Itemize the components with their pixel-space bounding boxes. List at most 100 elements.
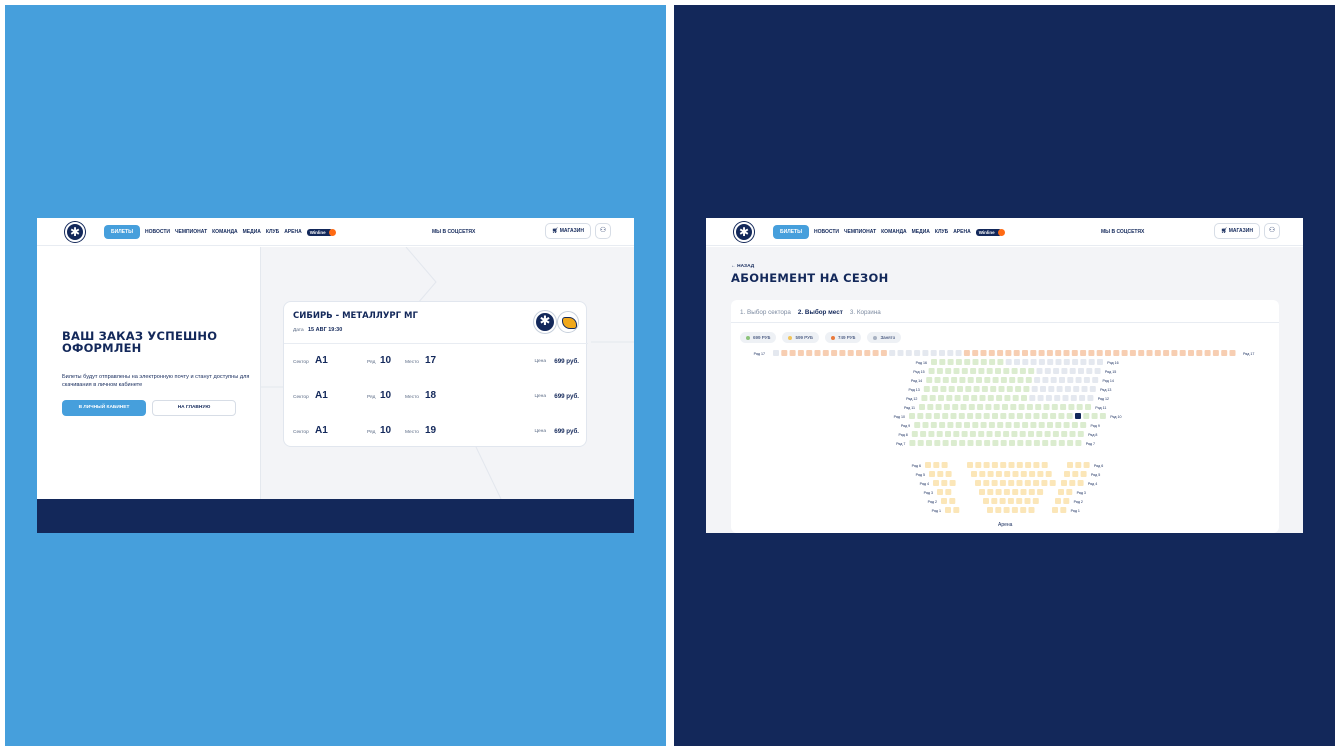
seat[interactable] (1080, 422, 1087, 428)
seat[interactable] (1072, 471, 1079, 477)
seat[interactable] (1004, 471, 1011, 477)
seat[interactable] (930, 422, 937, 428)
seat[interactable] (1077, 480, 1084, 486)
seat[interactable] (1011, 368, 1018, 374)
seat[interactable] (972, 350, 979, 356)
seat[interactable] (806, 350, 813, 356)
seat[interactable] (1021, 395, 1027, 401)
seat[interactable] (947, 422, 954, 428)
seat[interactable] (1000, 462, 1007, 468)
seat[interactable] (1066, 489, 1073, 495)
seat[interactable] (1008, 462, 1015, 468)
seat[interactable] (1196, 350, 1203, 356)
seat[interactable] (995, 368, 1001, 374)
seat[interactable] (839, 350, 846, 356)
seat[interactable] (1032, 498, 1039, 504)
seat[interactable] (1061, 431, 1068, 437)
nav-news[interactable]: НОВОСТИ (813, 229, 839, 235)
seat[interactable] (997, 422, 1004, 428)
seat[interactable] (1016, 462, 1023, 468)
seat[interactable] (1067, 462, 1073, 468)
seat[interactable] (1055, 422, 1062, 428)
seat[interactable] (917, 440, 924, 446)
seat[interactable] (1060, 404, 1067, 410)
seat[interactable] (997, 350, 1004, 356)
nav-club[interactable]: КЛУБ (265, 229, 280, 235)
seat[interactable] (1004, 395, 1011, 401)
seat[interactable] (983, 498, 989, 504)
seat[interactable] (1047, 422, 1053, 428)
seat[interactable] (941, 498, 947, 504)
seat[interactable] (781, 350, 788, 356)
seat[interactable] (1030, 350, 1037, 356)
seat[interactable] (1053, 368, 1060, 374)
seat[interactable] (932, 386, 939, 392)
seat[interactable] (950, 440, 957, 446)
seat[interactable] (1016, 413, 1023, 419)
seat[interactable] (897, 350, 904, 356)
seat[interactable] (1022, 359, 1029, 365)
seat[interactable] (995, 489, 1002, 495)
seat[interactable] (1061, 368, 1068, 374)
seat[interactable] (1010, 404, 1017, 410)
seat[interactable] (969, 431, 976, 437)
seat[interactable] (981, 386, 988, 392)
seat[interactable] (920, 431, 927, 437)
seat[interactable] (977, 404, 984, 410)
seat[interactable] (933, 462, 940, 468)
seat[interactable] (1058, 413, 1065, 419)
seat[interactable] (1000, 440, 1007, 446)
shop-button[interactable]: 🛒︎ МАГАЗИН (1214, 223, 1260, 239)
seat[interactable] (1049, 480, 1056, 486)
social-link[interactable]: МЫ В СОЦСЕТЯХ (1101, 229, 1145, 235)
seat[interactable] (1085, 404, 1091, 410)
seat[interactable] (987, 489, 994, 495)
seat[interactable] (789, 350, 796, 356)
seat[interactable] (1022, 422, 1029, 428)
seat[interactable] (979, 395, 986, 401)
seat[interactable] (957, 386, 963, 392)
seat[interactable] (942, 440, 949, 446)
seat[interactable] (962, 395, 969, 401)
seat[interactable] (880, 350, 887, 356)
seat[interactable] (979, 489, 985, 495)
seat[interactable] (1025, 377, 1032, 383)
seat[interactable] (930, 350, 937, 356)
seat[interactable] (1080, 350, 1087, 356)
seat[interactable] (951, 377, 958, 383)
seat[interactable] (972, 359, 979, 365)
seat[interactable] (999, 480, 1006, 486)
seat[interactable] (948, 386, 955, 392)
seat[interactable] (945, 507, 951, 513)
seat[interactable] (1024, 480, 1031, 486)
seat[interactable] (1040, 386, 1046, 392)
seat[interactable] (1096, 350, 1103, 356)
seat[interactable] (945, 368, 952, 374)
seat[interactable] (847, 350, 854, 356)
seat[interactable] (988, 350, 995, 356)
nav-tickets-button[interactable]: БИЛЕТЫ (773, 225, 809, 239)
seat[interactable] (985, 404, 992, 410)
seat[interactable] (937, 471, 944, 477)
seat[interactable] (1020, 489, 1027, 495)
seat[interactable] (1075, 440, 1082, 446)
seat[interactable] (1058, 440, 1065, 446)
seat[interactable] (1041, 413, 1048, 419)
seat[interactable] (958, 413, 965, 419)
seat[interactable] (997, 359, 1004, 365)
seat[interactable] (939, 359, 946, 365)
seat[interactable] (1038, 422, 1045, 428)
seat[interactable] (1071, 350, 1078, 356)
seat[interactable] (931, 359, 937, 365)
seat[interactable] (1045, 471, 1052, 477)
seat[interactable] (995, 507, 1002, 513)
seat[interactable] (945, 471, 952, 477)
seat[interactable] (911, 431, 918, 437)
seat[interactable] (1005, 359, 1012, 365)
seat[interactable] (1058, 489, 1064, 495)
seat[interactable] (1026, 404, 1033, 410)
seat[interactable] (1031, 386, 1038, 392)
seat[interactable] (945, 431, 951, 437)
nav-team[interactable]: КОМАНДА (881, 229, 907, 235)
seat[interactable] (1028, 431, 1034, 437)
